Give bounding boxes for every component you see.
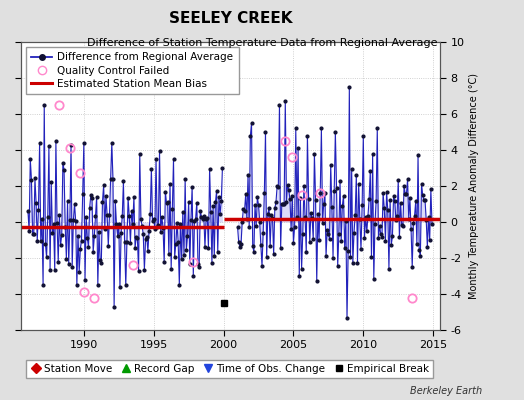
Text: Difference of Station Temperature Data from Regional Average: Difference of Station Temperature Data f…	[87, 38, 437, 48]
Title: SEELEY CREEK: SEELEY CREEK	[169, 10, 292, 26]
Text: Berkeley Earth: Berkeley Earth	[410, 386, 482, 396]
Y-axis label: Monthly Temperature Anomaly Difference (°C): Monthly Temperature Anomaly Difference (…	[469, 73, 479, 299]
Legend: Station Move, Record Gap, Time of Obs. Change, Empirical Break: Station Move, Record Gap, Time of Obs. C…	[26, 360, 433, 378]
